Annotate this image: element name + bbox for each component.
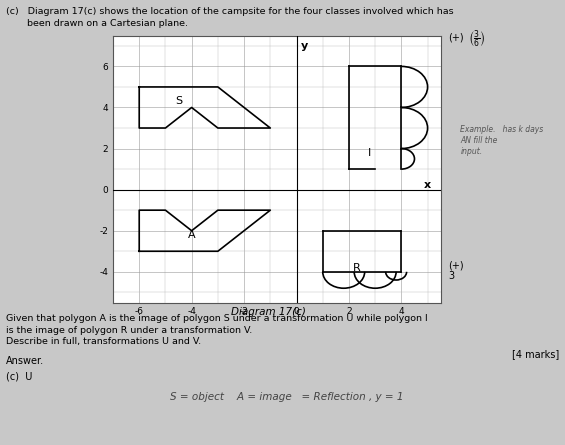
Text: is the image of polygon R under a transformation V.: is the image of polygon R under a transf… [6,326,252,335]
Text: Describe in full, transformations U and V.: Describe in full, transformations U and … [6,337,201,346]
Text: $\left(\frac{3}{6}\right)$: $\left(\frac{3}{6}\right)$ [468,29,485,50]
Text: Answer.: Answer. [6,356,44,366]
Text: (c)  U: (c) U [6,372,32,381]
Text: Diagram 17(c): Diagram 17(c) [231,307,306,317]
Text: been drawn on a Cartesian plane.: been drawn on a Cartesian plane. [6,19,188,28]
Text: (c)   Diagram 17(c) shows the location of the campsite for the four classes invo: (c) Diagram 17(c) shows the location of … [6,7,453,16]
Text: x: x [424,179,431,190]
Text: I: I [368,148,372,158]
Text: S = object    A = image   = Reflection , y = 1: S = object A = image = Reflection , y = … [170,392,403,401]
Text: A: A [188,230,195,240]
Text: AN fill the: AN fill the [460,136,498,145]
Text: (+): (+) [448,260,464,270]
Text: R: R [353,263,360,273]
Text: Given that polygon A is the image of polygon S under a transformation U while po: Given that polygon A is the image of pol… [6,314,427,323]
Text: y: y [301,41,308,51]
Text: S: S [175,96,182,106]
Text: 3: 3 [448,271,454,281]
Text: input.: input. [460,147,483,156]
Text: (+): (+) [448,32,464,42]
Text: [4 marks]: [4 marks] [512,349,559,359]
Text: Example.   has k days: Example. has k days [460,125,544,134]
